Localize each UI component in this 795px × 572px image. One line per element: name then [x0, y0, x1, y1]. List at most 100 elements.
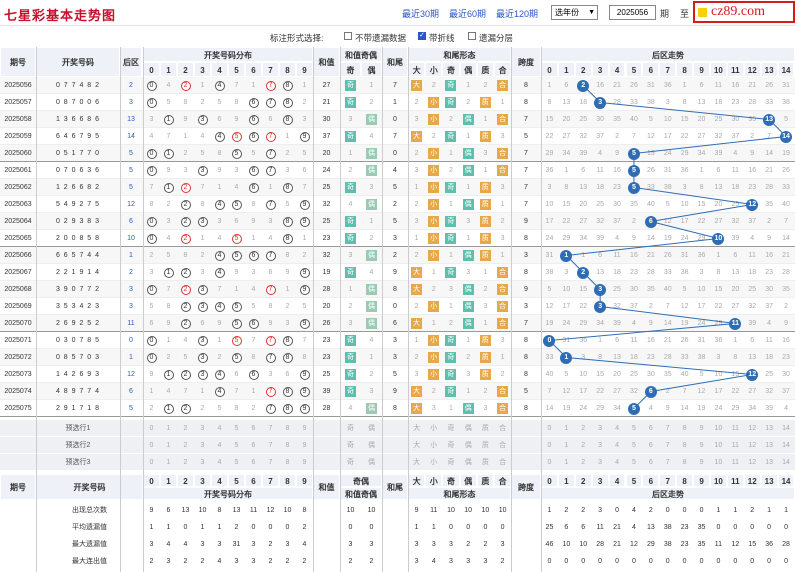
miss-cell: 34: [562, 150, 571, 157]
stat-back: 0: [547, 558, 552, 565]
tail-cell: 9: [393, 388, 397, 395]
predict-row[interactable]: [0, 420, 795, 437]
miss-cell: 1: [431, 320, 436, 327]
stat-dist: 4: [183, 541, 188, 548]
miss-cell: 21: [782, 252, 790, 259]
miss-cell: 7: [302, 337, 307, 344]
miss-cell: 3: [564, 269, 569, 276]
miss-cell: 8: [251, 201, 256, 208]
digit-ball: 0: [146, 148, 157, 159]
period-cell: 2025068: [4, 286, 32, 293]
miss-cell: 21: [646, 252, 655, 259]
miss-cell: 33: [782, 184, 790, 191]
recent-60-link[interactable]: 最近60期: [449, 9, 487, 19]
miss-cell: 1: [166, 337, 171, 344]
predict-back: 6: [648, 459, 653, 466]
header-bar: 七星彩基本走势图 最近30期 最近60期 最近120期 选年份 ▼ 2025056…: [0, 0, 795, 26]
stat-form: 11: [430, 507, 438, 514]
span-cell: 7: [524, 167, 528, 174]
predict-form: 奇: [447, 459, 455, 466]
stat-dist: 3: [149, 541, 154, 548]
miss-cell: 20: [613, 371, 621, 378]
tail-form-tag: 质: [479, 369, 491, 380]
no-miss-checkbox[interactable]: [344, 32, 352, 40]
predict-digit: 6: [251, 425, 256, 432]
miss-cell: 9: [268, 320, 273, 327]
miss-cell: 2: [483, 82, 488, 89]
predict-row[interactable]: [0, 454, 795, 471]
miss-cell: 35: [782, 286, 790, 293]
tail-form-tag: 小: [428, 148, 440, 159]
stat-dist: 2: [234, 524, 239, 531]
polyline-checkbox[interactable]: [418, 31, 426, 40]
tail-cell: 1: [393, 99, 397, 106]
miss-cell: 25: [731, 201, 740, 208]
miss-cell: 6: [716, 167, 721, 174]
stat-dist: 13: [181, 507, 190, 514]
footer-digit: 7: [262, 474, 279, 487]
miss-cell: 35: [630, 201, 638, 208]
miss-cell: 3: [348, 320, 353, 327]
miss-cell: 4: [784, 405, 788, 412]
miss-cell: 19: [697, 405, 706, 412]
tail-form-tag: 奇: [445, 182, 457, 193]
miss-cell: 12: [562, 388, 571, 395]
tail-form-tag: 小: [428, 199, 440, 210]
footer-back-num: 0: [541, 474, 558, 487]
stat-dist: 3: [166, 558, 171, 565]
miss-cell: 1: [200, 235, 205, 242]
period-cell: 2025075: [4, 405, 32, 412]
miss-cell: 26: [782, 167, 790, 174]
footer-dist: 开奖号码分布: [143, 487, 313, 500]
predict-form: 小: [430, 425, 438, 432]
miss-cell: 10: [545, 201, 554, 208]
stat-label: 出现总次数: [72, 507, 107, 514]
predict-digit: 8: [285, 442, 290, 449]
miss-cell: 1: [251, 82, 256, 89]
miss-layer-checkbox[interactable]: [468, 32, 476, 40]
tail-cell: 4: [393, 167, 397, 174]
draw-cell: 0 3 0 7 8 5: [55, 337, 101, 344]
tail-form-tag: 小: [428, 216, 440, 227]
footer-back-num: 1: [557, 474, 575, 487]
predict-row[interactable]: [0, 437, 795, 454]
miss-cell: 32: [765, 388, 774, 395]
stat-back: 25: [545, 524, 554, 531]
miss-cell: 1: [500, 201, 505, 208]
predict-form: 偶: [464, 425, 472, 432]
no-miss-label: 不带遗漏数据: [355, 33, 407, 43]
miss-cell: 2: [414, 201, 419, 208]
tail-form-tag: 奇: [445, 97, 457, 108]
year-select[interactable]: 选年份 ▼: [551, 5, 598, 20]
stat-form: 2: [466, 541, 471, 548]
tail-form-tag: 奇: [445, 80, 457, 91]
issue-input[interactable]: 2025056: [609, 5, 656, 20]
stat-back: 11: [714, 541, 723, 548]
back-trend-ball: 1: [560, 351, 573, 364]
miss-cell: 31: [663, 167, 672, 174]
sum-cell: 26: [322, 320, 331, 327]
stat-back: 21: [613, 541, 621, 548]
miss-cell: 20: [562, 116, 571, 123]
recent-30-link[interactable]: 最近30期: [402, 9, 440, 19]
sum-cell: 25: [322, 371, 331, 378]
stat-form: 3: [414, 541, 419, 548]
digit-ball: 5: [231, 318, 242, 329]
miss-cell: 32: [731, 218, 740, 225]
miss-cell: 31: [697, 337, 706, 344]
digit-ball: 1: [163, 369, 174, 380]
site-logo[interactable]: cz89.com: [693, 1, 795, 23]
miss-cell: 5: [285, 201, 290, 208]
recent-120-link[interactable]: 最近120期: [496, 9, 539, 19]
miss-cell: 3: [414, 218, 419, 225]
miss-cell: 4: [268, 235, 273, 242]
sum-cell: 37: [322, 133, 331, 140]
footer-span: 跨度: [511, 474, 541, 500]
span-cell: 7: [524, 150, 528, 157]
tail-form-tag: 合: [497, 267, 508, 278]
miss-cell: 20: [731, 286, 740, 293]
miss-cell: 5: [302, 150, 307, 157]
digit-ball: 6: [248, 318, 259, 329]
back-trend-ball: 6: [644, 385, 657, 398]
stat-back: 12: [731, 541, 740, 548]
